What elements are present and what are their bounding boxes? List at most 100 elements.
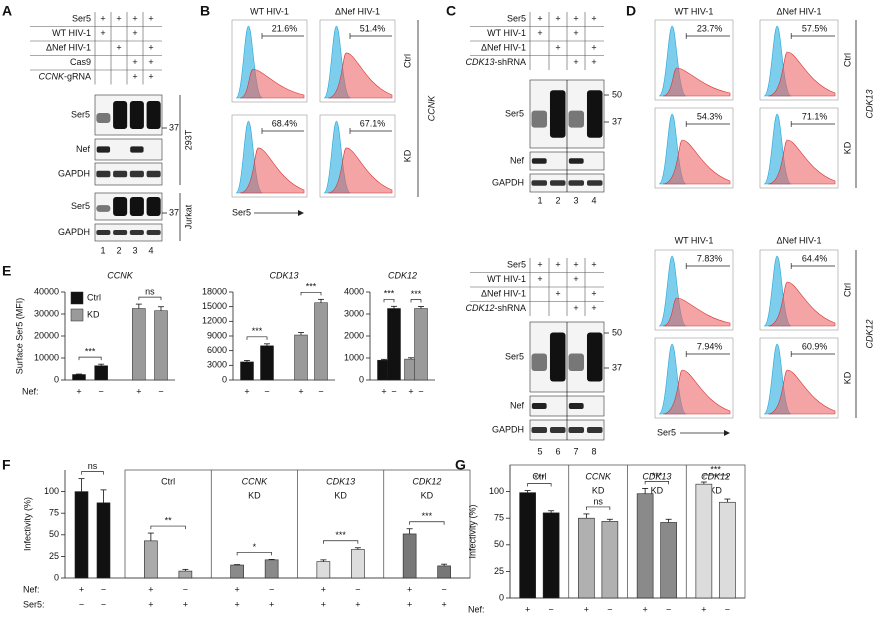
significance-bracket: [527, 483, 552, 487]
significance-label: ns: [145, 286, 155, 296]
chart-title: CCNK: [107, 270, 133, 280]
significance-label: ***: [710, 464, 721, 474]
condition-mark: +: [132, 57, 137, 67]
blot-label: Ser5: [505, 108, 524, 118]
gate-percentage: 60.9%: [802, 341, 828, 351]
x-label: Ser5: [232, 207, 251, 217]
row-label: KD: [842, 371, 852, 384]
blot-band: [96, 229, 111, 236]
row-value: +: [148, 584, 153, 594]
panel-label: E: [2, 263, 11, 279]
condition-label: Ser5: [507, 260, 526, 270]
row-label: Ctrl: [402, 54, 412, 68]
row-label: KD: [402, 149, 412, 162]
significance-bracket: [409, 521, 445, 525]
blot-label: GAPDH: [492, 177, 524, 187]
bar: [144, 540, 158, 579]
condition-mark: +: [591, 57, 596, 67]
blot-band: [531, 353, 548, 371]
gene-label: CDK13: [864, 89, 874, 118]
row-value: +: [183, 599, 188, 609]
legend-label: KD: [87, 309, 100, 319]
significance-label: ***: [652, 471, 663, 481]
bar: [96, 502, 111, 579]
blot-band: [586, 332, 603, 382]
condition-mark: +: [148, 14, 153, 24]
condition-mark: +: [573, 28, 578, 38]
condition-label: ΔNef HIV-1: [46, 43, 91, 53]
y-tick-label: 9000: [207, 330, 227, 340]
row-label: Nef:: [23, 584, 40, 594]
row-value: −: [79, 599, 84, 609]
condition-mark: +: [100, 14, 105, 24]
blot-band: [129, 229, 144, 236]
condition-label: Ser5: [72, 14, 91, 24]
y-tick-label: 12000: [202, 316, 227, 326]
x-tick-label: −: [264, 386, 269, 396]
gene-label: CDK12: [864, 319, 874, 348]
blot-band: [531, 427, 548, 433]
y-tick-label: 20000: [34, 330, 59, 340]
lane-number: 4: [148, 245, 153, 255]
blot-label: GAPDH: [58, 168, 90, 178]
y-axis-label: Infectivity (%): [467, 504, 477, 558]
gate-percentage: 67.1%: [360, 118, 386, 128]
significance-bracket: [323, 540, 359, 544]
group-title: CDK12: [412, 476, 441, 486]
lane-number: 2: [555, 195, 560, 205]
histogram-sample: [327, 147, 393, 194]
condition-mark: +: [537, 260, 542, 270]
condition-label: CCNK-gRNA: [38, 72, 91, 82]
x-tick-label: +: [76, 386, 81, 396]
row-value: −: [441, 584, 446, 594]
bar: [519, 492, 536, 599]
y-tick-label: 0: [54, 572, 59, 582]
condition-mark: +: [591, 289, 596, 299]
bar: [154, 310, 168, 381]
blot-label: Nef: [76, 144, 91, 154]
condition-mark: +: [132, 14, 137, 24]
condition-label: Cas9: [70, 57, 91, 67]
blot-label: Ser5: [71, 109, 90, 119]
x-tick-label: +: [244, 386, 249, 396]
blot-band: [568, 353, 585, 371]
group-title: CDK13: [326, 476, 355, 486]
condition-label: CDK13-shRNA: [465, 57, 526, 67]
lane-number: 5: [537, 446, 542, 456]
y-tick-label: 0: [359, 374, 364, 384]
group-title: KD: [709, 485, 722, 495]
condition-mark: +: [148, 57, 153, 67]
y-tick-label: 1000: [344, 352, 364, 362]
condition-mark: +: [591, 43, 596, 53]
significance-label: **: [165, 515, 173, 525]
bar: [578, 517, 595, 599]
y-tick-label: 2000: [344, 330, 364, 340]
row-label: KD: [842, 141, 852, 154]
histogram-sample: [662, 139, 731, 185]
lane-number: 6: [555, 446, 560, 456]
bar: [414, 308, 428, 381]
condition-mark: +: [555, 43, 560, 53]
blot-band: [96, 113, 111, 123]
significance-label: *: [253, 542, 257, 552]
y-tick-label: 0: [499, 592, 504, 602]
row-value: +: [642, 604, 647, 614]
blot-band: [531, 158, 547, 164]
bar: [230, 564, 244, 579]
histogram-sample: [767, 369, 836, 415]
blot-label: Ser5: [71, 201, 90, 211]
x-tick-label: +: [408, 386, 413, 396]
bar: [294, 334, 308, 381]
lane-number: 1: [100, 245, 105, 255]
blot-band: [96, 170, 111, 178]
significance-bracket: [383, 298, 395, 303]
row-value: −: [269, 584, 274, 594]
column-title: WT HIV-1: [675, 235, 714, 245]
x-label: Ser5: [657, 427, 676, 437]
gate-percentage: 51.4%: [360, 23, 386, 33]
group-title: CCNK: [585, 471, 611, 481]
condition-mark: +: [148, 72, 153, 82]
marker-label: 37: [612, 362, 622, 372]
row-value: +: [234, 599, 239, 609]
blot-band: [531, 110, 548, 128]
